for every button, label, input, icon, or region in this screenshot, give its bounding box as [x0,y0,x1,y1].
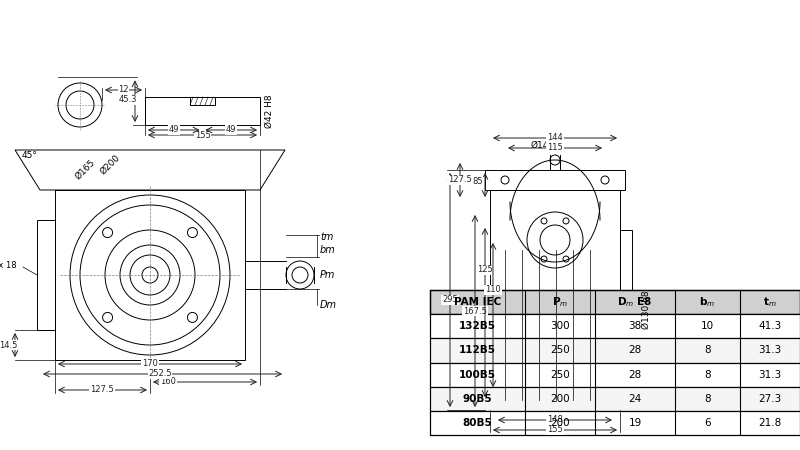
Text: 12: 12 [118,86,129,94]
Bar [430,338,800,363]
Text: 250: 250 [550,346,570,356]
Text: 112B5: 112B5 [459,346,496,356]
Bar [190,97,215,105]
Text: 31.3: 31.3 [758,369,782,380]
Text: Dm: Dm [320,300,337,310]
Text: 295: 295 [442,296,458,305]
Bar [430,387,800,411]
Text: 10: 10 [701,321,714,331]
Text: 160: 160 [160,378,176,387]
Text: 155: 155 [194,130,210,140]
Text: 38: 38 [628,321,642,331]
Bar [485,170,625,190]
Text: 170: 170 [142,360,158,369]
Bar [37,220,55,330]
Text: Ø42 H8: Ø42 H8 [265,94,274,128]
Bar [55,190,245,360]
Text: 28: 28 [628,346,642,356]
Bar [145,97,260,125]
Text: Ø14: Ø14 [531,140,549,149]
Text: 31.3: 31.3 [758,346,782,356]
Bar [490,190,620,410]
Text: Ø200: Ø200 [98,153,122,177]
Text: 90B5: 90B5 [462,394,492,404]
Text: PAM IEC: PAM IEC [454,297,501,307]
Text: 85: 85 [473,177,483,186]
Text: 167.5: 167.5 [463,306,487,315]
Bar [430,363,800,387]
Text: 127.5: 127.5 [90,386,114,395]
Text: 8: 8 [704,394,711,404]
Text: Pm: Pm [320,270,335,280]
Text: 200: 200 [550,394,570,404]
Text: 49: 49 [169,126,179,135]
Text: 49: 49 [226,126,237,135]
Bar [430,411,800,435]
Text: 14.5: 14.5 [0,341,17,350]
Text: tm: tm [320,232,334,242]
Text: P$_m$: P$_m$ [552,295,568,309]
Text: 45°: 45° [22,150,38,159]
Text: 132B5: 132B5 [459,321,496,331]
Bar [430,314,800,338]
Text: 24: 24 [628,394,642,404]
Text: 100B5: 100B5 [459,369,496,380]
Text: 45.3: 45.3 [118,95,138,104]
Text: 19: 19 [628,418,642,428]
Text: 155: 155 [547,426,563,435]
Text: bm: bm [320,245,336,255]
Text: 80B5: 80B5 [462,418,492,428]
Text: Ø130 h8: Ø130 h8 [642,291,651,329]
Text: 250: 250 [550,369,570,380]
Text: t$_m$: t$_m$ [763,295,777,309]
Text: 148: 148 [547,415,563,424]
Text: 8: 8 [704,346,711,356]
Text: b$_m$: b$_m$ [699,295,715,309]
Text: 8: 8 [704,369,711,380]
Text: 115: 115 [547,144,563,153]
Text: 300: 300 [550,321,570,331]
Text: 28: 28 [628,369,642,380]
Text: 200: 200 [550,418,570,428]
Text: 27.3: 27.3 [758,394,782,404]
Bar [430,290,800,314]
Text: D$_m$ E8: D$_m$ E8 [618,295,653,309]
Text: 252.5: 252.5 [148,369,172,378]
Text: M10 x 18: M10 x 18 [0,261,17,270]
Text: 144: 144 [547,134,563,143]
Text: 125: 125 [477,266,493,274]
Text: 110: 110 [485,285,501,294]
Bar [620,230,632,370]
Text: Ø165: Ø165 [74,158,97,182]
Text: 41.3: 41.3 [758,321,782,331]
Text: 127.5: 127.5 [448,176,472,184]
Text: 6: 6 [704,418,711,428]
Text: 21.8: 21.8 [758,418,782,428]
